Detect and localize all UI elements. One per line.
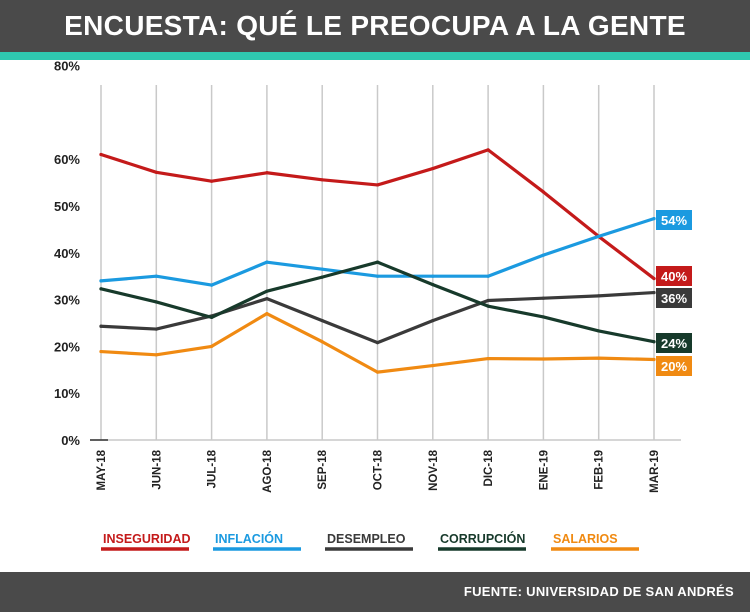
data-point-inseguridad (431, 166, 435, 171)
y-tick-label: 50% (54, 199, 80, 214)
x-tick-label-ene-19: ENE-19 (538, 450, 550, 490)
data-point-inflacion (375, 274, 380, 278)
end-label-desempleo: 36% (661, 291, 687, 306)
line-chart: 0% 10% 20% 30% 40% 50% 60% 80% MAY-18 JUN-18 JUL-1… (54, 59, 692, 551)
data-point-inflacion (486, 274, 490, 278)
legend-label-desempleo: DESEMPLEO (327, 532, 406, 546)
data-point-inseguridad (99, 152, 103, 157)
end-badge-inflacion (656, 210, 692, 230)
data-point-salarios (597, 356, 601, 360)
data-point-desempleo (652, 290, 656, 295)
data-point-inseguridad (265, 171, 269, 175)
data-point-inseguridad (154, 170, 158, 174)
data-point-inseguridad (375, 183, 380, 187)
data-point-inseguridad (320, 178, 324, 182)
data-point-salarios (99, 349, 103, 354)
data-point-inflacion (597, 234, 601, 239)
end-label-inflacion: 54% (661, 213, 687, 228)
data-point-salarios (375, 370, 380, 374)
data-point-corrupcion (431, 283, 435, 287)
x-tick-label-jul-18: JUL-18 (207, 449, 219, 488)
footer: FUENTE: UNIVERSIDAD DE SAN ANDRÉS (0, 572, 750, 612)
data-point-corrupcion (320, 275, 324, 279)
source-credit: FUENTE: UNIVERSIDAD DE SAN ANDRÉS (463, 584, 734, 599)
data-point-inseguridad (210, 179, 214, 183)
x-tick-label-may-18: MAY-18 (96, 449, 108, 490)
end-badge-desempleo (656, 288, 692, 308)
x-tick-label-mar-19: MAR-19 (649, 450, 661, 493)
y-tick-label: 0% (61, 433, 80, 448)
y-tick-label: 20% (54, 339, 80, 354)
data-point-desempleo (99, 324, 103, 328)
data-point-salarios (154, 353, 158, 357)
data-point-corrupcion (541, 315, 546, 319)
end-label-salarios: 20% (661, 359, 687, 374)
end-label-inseguridad: 40% (661, 269, 687, 284)
y-tick-label: 10% (54, 386, 80, 401)
data-point-inflacion (320, 267, 324, 271)
data-point-inflacion (210, 283, 214, 287)
end-badge-salarios (656, 356, 692, 376)
x-tick-label-jun-18: JUN-18 (151, 449, 163, 489)
data-point-corrupcion (652, 340, 656, 344)
legend-label-inseguridad: INSEGURIDAD (103, 532, 191, 546)
data-point-inseguridad (652, 276, 656, 281)
data-point-inflacion (265, 260, 269, 264)
end-badge-inseguridad (656, 266, 692, 286)
data-point-desempleo (541, 296, 546, 300)
page-title: ENCUESTA: QUÉ LE PREOCUPA A LA GENTE (64, 10, 686, 41)
data-point-inseguridad (486, 148, 490, 152)
data-point-inseguridad (541, 190, 546, 194)
data-point-corrupcion (265, 289, 269, 293)
data-point-salarios (320, 340, 324, 344)
data-point-desempleo (431, 319, 435, 323)
x-tick-label-ago-18: AGO-18 (262, 449, 274, 492)
data-point-inflacion (541, 253, 546, 257)
data-point-inflacion (154, 274, 158, 278)
data-point-corrupcion (99, 287, 103, 291)
data-point-inflacion (431, 274, 435, 278)
y-tick-label: 40% (54, 246, 80, 261)
legend-label-corrupcion: CORRUPCIÓN (440, 531, 525, 546)
data-point-desempleo (320, 319, 324, 323)
data-point-salarios (541, 357, 546, 361)
data-point-salarios (431, 363, 435, 368)
data-point-salarios (652, 357, 656, 362)
data-point-salarios (210, 344, 214, 348)
x-tick-label-nov-18: NOV-18 (428, 449, 440, 491)
end-label-corrupcion: 24% (661, 336, 687, 351)
x-tick-label-dic-18: DIC-18 (483, 449, 495, 486)
end-badge-corrupcion (656, 333, 692, 353)
data-point-salarios (486, 356, 490, 361)
legend-label-inflacion: INFLACIÓN (215, 531, 283, 546)
data-point-corrupcion (154, 300, 158, 304)
data-point-desempleo (154, 327, 158, 331)
data-point-corrupcion (210, 315, 214, 319)
x-tick-label-feb-19: FEB-19 (594, 450, 606, 490)
y-tick-label: 80% (54, 60, 80, 74)
data-point-inflacion (99, 279, 103, 283)
data-point-corrupcion (375, 260, 380, 264)
legend-label-salarios: SALARIOS (553, 532, 618, 546)
data-point-corrupcion (486, 304, 490, 308)
data-point-desempleo (265, 297, 269, 301)
data-point-desempleo (597, 294, 601, 298)
accent-bar (0, 52, 750, 60)
header: ENCUESTA: QUÉ LE PREOCUPA A LA GENTE (0, 0, 750, 52)
y-tick-label: 30% (54, 293, 80, 308)
data-point-inflacion (652, 217, 656, 221)
data-point-corrupcion (597, 329, 601, 333)
x-tick-label-sep-18: SEP-18 (317, 449, 329, 489)
y-tick-label: 60% (54, 152, 80, 167)
x-tick-label-oct-18: OCT-18 (373, 449, 385, 490)
chart-area: 0% 10% 20% 30% 40% 50% 60% 80% MAY-18 JUN-18 JUL-1… (0, 59, 750, 572)
data-point-salarios (265, 312, 269, 316)
data-point-desempleo (375, 341, 380, 345)
data-point-desempleo (486, 298, 490, 303)
